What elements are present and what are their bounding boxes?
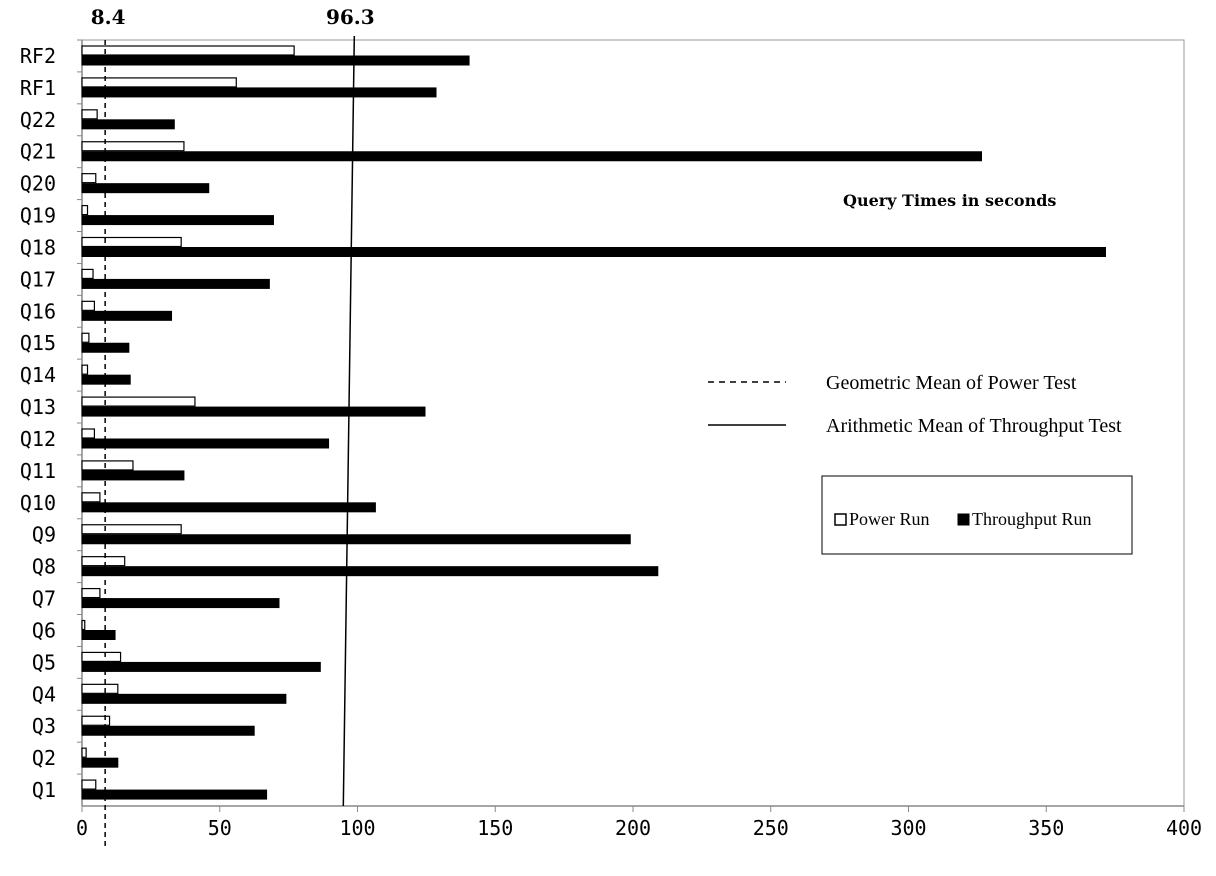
bar-throughput-run-q5: [81, 661, 321, 672]
reference-lines: 8.4 96.3: [91, 5, 375, 848]
y-tick-label: Q1: [32, 778, 56, 802]
y-tick-label: Q17: [20, 267, 56, 291]
bar-power-run-q1: [81, 779, 97, 790]
geometric-mean-key-label: Geometric Mean of Power Test: [826, 372, 1077, 394]
bar-power-run-q11: [81, 460, 134, 471]
bar-power-run-q8: [81, 556, 126, 567]
bar-throughput-run-q9: [81, 534, 631, 545]
x-tick-label: 100: [339, 816, 375, 840]
legend-swatch-throughput-run: [957, 513, 970, 526]
bar-throughput-run-q14: [81, 374, 131, 385]
bars-group: [81, 45, 1106, 800]
x-tick-label: 0: [76, 816, 88, 840]
y-tick-label: Q7: [32, 587, 56, 611]
bar-power-run-q17: [81, 268, 94, 280]
bar-power-run-q6: [81, 619, 86, 631]
y-tick-label: Q3: [32, 714, 56, 738]
bar-throughput-run-q12: [81, 438, 330, 449]
x-tick-label: 350: [1028, 816, 1064, 840]
chart-title: Query Times in seconds: [843, 191, 1056, 210]
bar-throughput-run-q4: [81, 693, 287, 704]
y-tick-label: RF2: [20, 44, 56, 68]
bar-power-run-q3: [81, 715, 111, 726]
bar-throughput-run-q19: [81, 215, 274, 226]
y-tick-label: Q4: [32, 682, 56, 706]
bar-power-run-q2: [81, 747, 87, 758]
bar-throughput-run-q11: [81, 470, 185, 481]
bar-power-run-rf2: [81, 45, 295, 56]
y-tick-label: Q13: [20, 395, 56, 419]
bar-power-run-q9: [81, 524, 182, 535]
y-tick-label: Q11: [20, 459, 56, 483]
y-tick-labels: Q1 Q2 Q3 Q4 Q5 Q6 Q7 Q8 Q9 Q10 Q11 Q12 Q13 Q14 Q15 Q16 Q…: [20, 39, 82, 802]
x-tick-labels: 0 50 100 150 200 250 300 350 400: [76, 806, 1202, 840]
bar-throughput-run-q21: [81, 151, 983, 162]
y-tick-label: Q14: [20, 363, 56, 387]
legend-label-power-run: Power Run: [849, 509, 930, 529]
bar-power-run-q20: [81, 173, 97, 184]
legend-label-throughput-run: Throughput Run: [972, 509, 1092, 529]
arithmetic-mean-value-label: 96.3: [326, 5, 375, 29]
x-tick-label: 400: [1166, 816, 1202, 840]
y-tick-label: Q2: [32, 746, 56, 770]
arithmetic-mean-key-label: Arithmetic Mean of Throughput Test: [826, 415, 1122, 437]
bar-power-run-q14: [81, 364, 89, 375]
bar-power-run-q19: [81, 204, 89, 216]
bar-throughput-run-q3: [81, 725, 255, 736]
bar-throughput-run-q18: [81, 247, 1106, 257]
x-tick-label: 50: [208, 816, 232, 840]
mean-lines-key: Geometric Mean of Power Test Arithmetic …: [708, 372, 1122, 437]
y-tick-label: Q9: [32, 523, 56, 547]
y-tick-label: Q20: [20, 172, 56, 196]
bar-throughput-run-q6: [81, 630, 116, 640]
bar-throughput-run-q8: [81, 566, 659, 577]
bar-power-run-q18: [81, 236, 182, 248]
y-tick-label: Q15: [20, 331, 56, 355]
y-tick-label: Q5: [32, 650, 56, 674]
x-tick-label: 150: [477, 816, 513, 840]
bar-power-run-q13: [81, 396, 196, 407]
bar-power-run-q21: [81, 141, 185, 152]
bar-power-run-q5: [81, 651, 122, 663]
y-tick-label: Q16: [20, 299, 56, 323]
legend: Power Run Throughput Run: [821, 475, 1133, 555]
y-tick-label: Q6: [32, 618, 56, 642]
y-tick-label: Q12: [20, 427, 56, 451]
bar-power-run-q16: [81, 300, 95, 311]
bar-throughput-run-q1: [81, 789, 268, 800]
bar-throughput-run-q13: [81, 406, 426, 417]
bar-power-run-rf1: [81, 77, 237, 88]
bar-power-run-q15: [81, 332, 90, 343]
bar-throughput-run-q20: [81, 183, 210, 194]
x-tick-label: 250: [753, 816, 789, 840]
legend-swatch-power-run: [834, 513, 847, 526]
y-tick-label: Q22: [20, 108, 56, 132]
bar-throughput-run-q22: [81, 119, 175, 130]
y-tick-label: Q18: [20, 235, 56, 259]
bar-throughput-run-rf2: [81, 55, 470, 66]
legend-box: [821, 475, 1133, 555]
bar-power-run-q10: [81, 492, 101, 503]
bar-throughput-run-q17: [81, 278, 270, 289]
bar-power-run-q12: [81, 428, 95, 439]
bar-throughput-run-q7: [81, 598, 280, 609]
bar-throughput-run-q16: [81, 310, 173, 321]
bar-throughput-run-q10: [81, 502, 376, 513]
x-tick-label: 200: [615, 816, 651, 840]
y-tick-label: Q19: [20, 204, 56, 228]
x-tick-label: 300: [890, 816, 926, 840]
bar-power-run-q22: [81, 109, 98, 120]
bar-throughput-run-q2: [81, 757, 119, 768]
y-tick-label: RF1: [20, 76, 56, 100]
bar-power-run-q4: [81, 683, 119, 694]
y-tick-label: Q21: [20, 140, 56, 164]
arithmetic-mean-line: [342, 35, 356, 807]
bar-throughput-run-rf1: [81, 87, 437, 98]
bar-power-run-q7: [81, 587, 101, 599]
y-tick-label: Q10: [20, 491, 56, 515]
geometric-mean-value-label: 8.4: [91, 5, 126, 29]
y-tick-label: Q8: [32, 555, 56, 579]
